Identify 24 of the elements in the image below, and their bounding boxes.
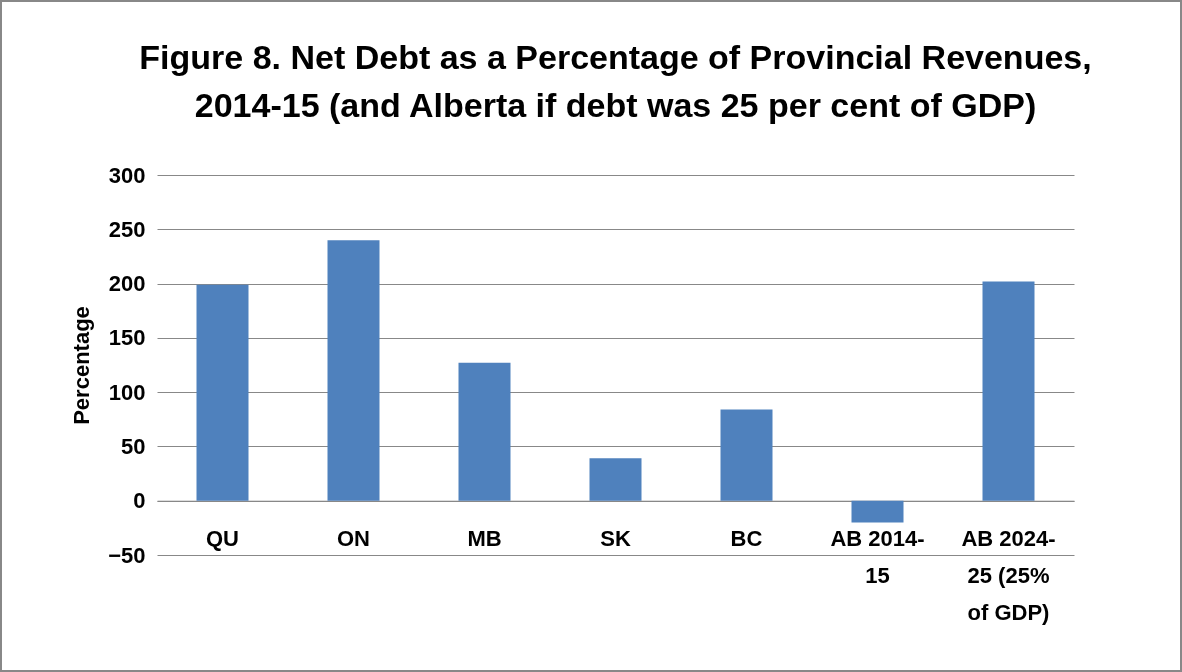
x-tick-label: MB: [467, 526, 502, 552]
x-tick-label: ON: [337, 526, 370, 552]
chart-title: Figure 8. Net Debt as a Percentage of Provincial Revenues, 2014-15 (and Alberta if debt was 25 per cent of GDP): [139, 38, 1092, 124]
x-tick-label: AB 2024-25 (25% of GDP): [961, 526, 1056, 626]
bar: [458, 362, 511, 501]
bar: [851, 500, 904, 523]
bar: [327, 240, 380, 501]
y-tick-label: 0: [133, 488, 146, 514]
bar: [589, 458, 642, 501]
y-tick-label: 50: [121, 433, 146, 459]
y-tick-label: 150: [108, 325, 146, 351]
bar: [720, 409, 773, 501]
x-tick-label: QU: [206, 526, 239, 552]
y-tick-label: 250: [108, 216, 146, 242]
x-tick-label: SK: [600, 526, 631, 552]
bar: [982, 281, 1035, 501]
bar: [196, 284, 249, 501]
x-tick-label: BC: [730, 526, 763, 552]
x-tick-label: AB 2014-15: [830, 526, 925, 589]
y-tick-label: 300: [108, 162, 146, 188]
y-tick-label: −50: [108, 542, 146, 568]
y-tick-label: 200: [108, 271, 146, 297]
y-tick-label: 100: [108, 379, 146, 405]
y-axis-title: Percentage: [69, 306, 95, 425]
